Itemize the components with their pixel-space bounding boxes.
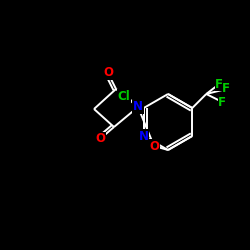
Text: O: O — [103, 66, 113, 80]
Text: N: N — [133, 100, 143, 114]
Text: F: F — [218, 96, 226, 108]
Text: O: O — [149, 140, 159, 152]
Text: O: O — [95, 132, 105, 145]
Text: F: F — [215, 78, 223, 90]
Text: F: F — [222, 82, 230, 96]
Text: Cl: Cl — [118, 90, 130, 102]
Text: N: N — [139, 130, 149, 142]
